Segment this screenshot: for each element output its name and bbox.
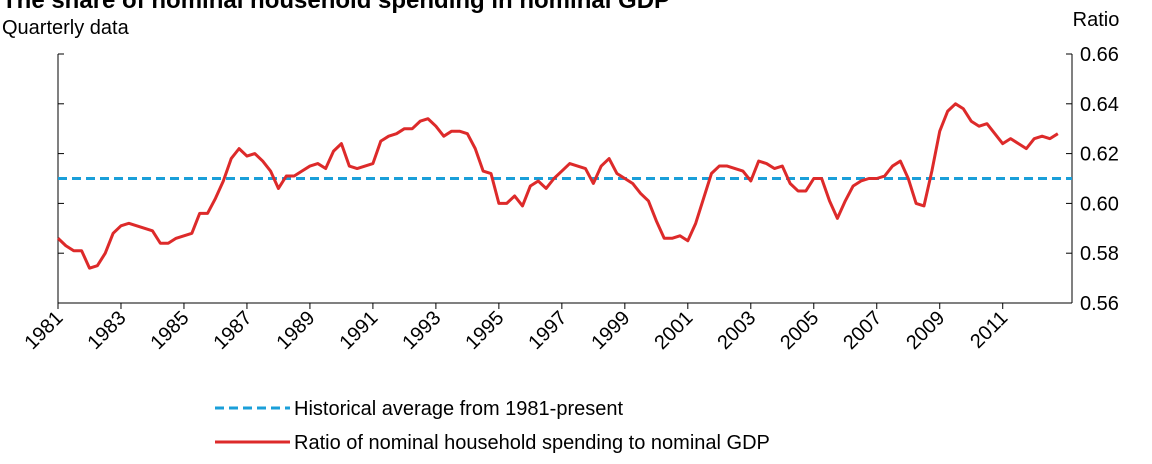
- x-tick-label: 1985: [146, 307, 193, 354]
- legend-label: Ratio of nominal household spending to n…: [294, 432, 770, 454]
- legend-label: Historical average from 1981-present: [294, 398, 623, 420]
- y-tick-label: 0.60: [1080, 193, 1119, 215]
- y-tick-label: 0.62: [1080, 144, 1119, 166]
- x-tick-label: 1991: [335, 307, 382, 354]
- x-tick-label: 1999: [587, 307, 634, 354]
- x-tick-label: 2007: [839, 307, 886, 354]
- y-tick-label: 0.56: [1080, 293, 1119, 315]
- x-tick-label: 1981: [21, 307, 68, 354]
- y-tick-label: 0.64: [1080, 94, 1119, 116]
- y-tick-label: 0.66: [1080, 44, 1119, 66]
- x-tick-label: 1993: [398, 307, 445, 354]
- x-tick-label: 2005: [776, 307, 823, 354]
- x-tick-label: 1989: [272, 307, 319, 354]
- x-tick-label: 2009: [902, 307, 949, 354]
- data-line: [56, 102, 1059, 270]
- x-tick-label: 2003: [713, 307, 760, 354]
- y-tick-label: 0.58: [1080, 243, 1119, 265]
- x-tick-label: 1983: [83, 307, 130, 354]
- x-tick-label: 2001: [650, 307, 697, 354]
- x-tick-label: 1987: [209, 307, 256, 354]
- chart-subtitle: Quarterly data: [2, 17, 130, 39]
- chart-title: The share of nominal household spending …: [2, 0, 670, 14]
- y-axis-label: Ratio: [1073, 9, 1120, 31]
- x-tick-label: 2011: [966, 307, 1012, 353]
- x-tick-label: 1995: [461, 307, 508, 354]
- x-tick-label: 1997: [524, 307, 571, 354]
